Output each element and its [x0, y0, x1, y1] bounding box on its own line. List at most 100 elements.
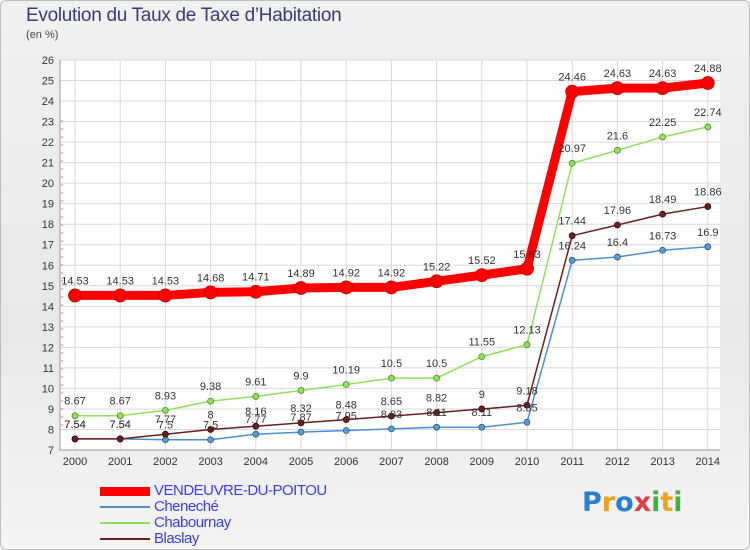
logo-letter: i	[673, 487, 683, 518]
legend-swatch	[100, 538, 150, 540]
y-tick-label: 23	[42, 117, 54, 129]
data-point	[704, 123, 712, 131]
data-label: 10.19	[332, 365, 360, 377]
data-point	[387, 374, 395, 382]
data-point	[248, 284, 263, 299]
data-label: 7.77	[155, 414, 176, 426]
data-label: 14.53	[61, 275, 89, 287]
data-point	[655, 81, 670, 96]
data-label: 8.16	[245, 406, 266, 418]
data-label: 16.9	[697, 227, 718, 239]
y-tick-label: 16	[42, 260, 54, 272]
data-point	[565, 84, 580, 99]
x-tick-label: 2003	[198, 456, 222, 468]
data-point	[474, 268, 489, 283]
data-point	[478, 405, 486, 413]
data-label: 7.95	[335, 411, 356, 423]
y-tick-label: 12	[42, 342, 54, 354]
plot-area	[60, 60, 720, 450]
x-tick-label: 2002	[153, 456, 177, 468]
data-point	[610, 81, 625, 96]
data-label: 7.54	[64, 419, 85, 431]
y-tick-label: 22	[42, 137, 54, 149]
data-point	[161, 430, 169, 438]
data-point	[71, 435, 79, 443]
data-label: 8	[208, 409, 214, 421]
data-point	[339, 280, 354, 295]
series-0	[68, 76, 715, 303]
data-label: 20.97	[558, 143, 586, 155]
x-tick-label: 2001	[108, 456, 132, 468]
data-point	[161, 436, 169, 444]
data-point	[387, 412, 395, 420]
y-tick-label: 11	[43, 363, 54, 375]
logo-letter: i	[651, 487, 661, 518]
y-tick-label: 17	[42, 240, 54, 252]
data-label: 8.67	[109, 396, 130, 408]
data-label: 17.96	[604, 205, 632, 217]
data-label: 8.35	[516, 402, 537, 414]
data-point	[433, 423, 441, 431]
data-label: 14.53	[152, 275, 180, 287]
data-label: 9.18	[516, 385, 537, 397]
data-point	[203, 285, 218, 300]
y-tick-label: 14	[42, 301, 54, 313]
logo-letter: x	[633, 487, 652, 518]
x-tick-label: 2005	[289, 456, 313, 468]
data-label: 15.83	[513, 249, 541, 261]
data-point	[523, 341, 531, 349]
data-label: 15.22	[423, 261, 451, 273]
data-label: 12.13	[513, 325, 541, 337]
data-label: 10.5	[426, 358, 447, 370]
y-tick-label: 9	[48, 404, 54, 416]
data-point	[433, 409, 441, 417]
x-tick-label: 2006	[334, 456, 358, 468]
data-point	[207, 426, 215, 433]
x-tick-label: 2004	[244, 456, 268, 468]
data-point	[158, 288, 173, 303]
x-tick-label: 2012	[605, 456, 629, 468]
legend-label: Cheneché	[154, 498, 219, 515]
data-label: 14.71	[242, 272, 270, 284]
data-label: 8.67	[64, 396, 85, 408]
data-point	[297, 419, 305, 427]
data-point	[297, 387, 305, 394]
data-label: 8.82	[426, 393, 447, 405]
data-label: 7.5	[158, 420, 173, 432]
data-point	[116, 435, 124, 443]
x-tick-label: 2011	[560, 456, 584, 468]
legend-swatch	[100, 506, 150, 508]
data-label: 16.73	[649, 230, 677, 242]
data-label: 8.93	[155, 390, 176, 402]
data-label: 8.11	[472, 407, 493, 419]
data-point	[71, 412, 79, 420]
data-point	[116, 412, 124, 420]
data-label: 21.6	[607, 130, 628, 142]
data-label: 7.54	[64, 419, 85, 431]
data-label: 16.4	[607, 237, 628, 249]
data-label: 7.54	[109, 419, 130, 431]
data-label: 16.24	[558, 240, 586, 252]
chart-subtitle: (en %)	[26, 29, 59, 41]
legend-swatch	[100, 486, 150, 496]
proxiti-logo: Proxiti	[582, 487, 683, 518]
data-point	[520, 261, 534, 276]
x-tick-label: 2014	[696, 456, 720, 468]
y-tick-label: 8	[48, 424, 54, 436]
x-tick-label: 2007	[379, 456, 403, 468]
logo-letter: P	[582, 487, 602, 518]
data-label: 8.65	[381, 396, 402, 408]
data-label: 9.9	[293, 370, 308, 382]
y-tick-label: 7	[48, 445, 54, 457]
data-label: 14.89	[287, 268, 315, 280]
data-label: 7.77	[245, 414, 266, 426]
x-tick-label: 2013	[650, 456, 674, 468]
series-1	[71, 243, 712, 444]
y-tick-label: 10	[42, 383, 54, 395]
data-label: 7.87	[290, 412, 311, 424]
data-point	[568, 232, 576, 240]
data-label: 9	[479, 389, 485, 401]
data-label: 9.61	[245, 376, 266, 388]
y-tick-label: 15	[42, 281, 54, 293]
